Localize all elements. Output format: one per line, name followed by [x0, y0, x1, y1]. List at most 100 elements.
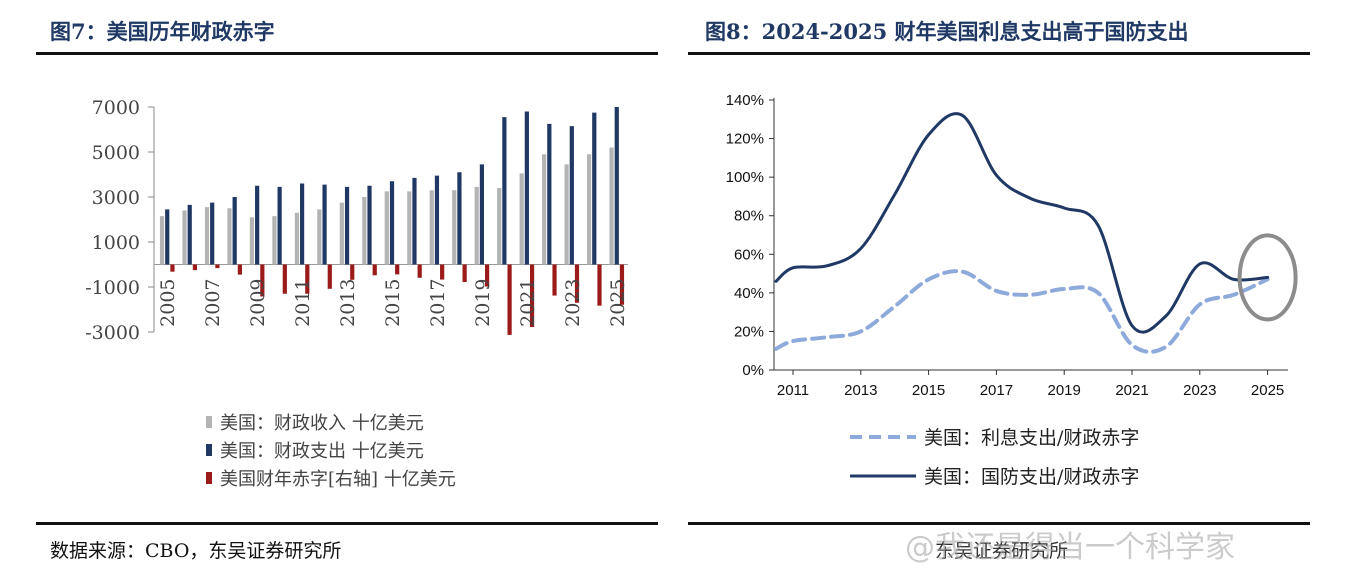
line-x-tick-label: 2021: [1115, 382, 1148, 399]
bar-x-tick-label: 2009: [247, 279, 269, 327]
spending-bar: [457, 172, 462, 265]
deficit-bar: [260, 264, 265, 297]
spending-bar: [210, 202, 215, 265]
bar-y-tick-label: 7000: [92, 97, 140, 119]
line-x-tick-label: 2013: [844, 382, 877, 399]
line-y-tick-label: 20%: [734, 323, 764, 340]
deficit-bar: [507, 264, 512, 335]
revenue-bar: [474, 186, 479, 265]
bar-legend-label: 美国财年赤字[右轴] 十亿美元: [220, 469, 456, 490]
bar-y-tick-label: 3000: [92, 187, 140, 209]
revenue-bar: [294, 212, 299, 265]
line-y-tick-label: 0%: [742, 362, 764, 379]
spending-bar: [524, 111, 529, 265]
revenue-bar: [227, 208, 232, 265]
line-y-tick-label: 60%: [734, 246, 764, 263]
deficit-bar: [552, 264, 557, 296]
bar-x-tick-label: 2019: [472, 279, 494, 327]
spending-bar: [412, 177, 417, 265]
bar-y-tick-label: 5000: [92, 142, 140, 164]
bar-x-tick-label: 2007: [202, 279, 224, 327]
deficit-bar: [417, 264, 422, 278]
deficit-bar: [619, 264, 625, 305]
line-x-tick-label: 2019: [1048, 382, 1081, 399]
line-y-tick-label: 100%: [726, 169, 764, 186]
bar-legend-swatch: [206, 444, 212, 456]
revenue-bar: [272, 216, 277, 265]
right-source-note: 东吴证券研究所: [935, 540, 1069, 562]
line-x-tick-label: 2011: [777, 382, 809, 399]
bar-legend-label: 美国：财政收入 十亿美元: [220, 413, 424, 434]
line-x-tick-label: 2025: [1251, 382, 1284, 399]
line-chart: 0% 20% 40% 60% 80% 100% 120% 140% 2011 2013 2015 20…: [726, 92, 1298, 488]
spending-bar: [389, 181, 395, 265]
deficit-bar: [574, 264, 580, 303]
bar-y-tick-label: -3000: [85, 322, 140, 344]
line-x-tick-label: 2023: [1183, 382, 1216, 399]
spending-bar: [569, 126, 574, 265]
line-legend-label: 美国：利息支出/财政赤字: [924, 427, 1139, 449]
revenue-bar: [497, 188, 502, 265]
highlight-ellipse: [1237, 233, 1298, 322]
right-bottom-rule: [688, 522, 1310, 525]
bar-y-tick-label: 1000: [92, 232, 140, 254]
bar-x-tick-label: 2011: [292, 279, 314, 327]
spending-bar: [187, 204, 192, 265]
spending-bar: [344, 186, 350, 265]
deficit-bar: [372, 264, 377, 276]
deficit-bar: [529, 264, 535, 328]
revenue-bar: [519, 173, 524, 265]
revenue-bar: [384, 191, 389, 265]
line-y-tick-label: 40%: [734, 285, 764, 302]
revenue-bar: [159, 216, 165, 265]
deficit-bar: [440, 264, 445, 280]
deficit-bar: [305, 264, 310, 294]
line-x-tick-label: 2015: [912, 382, 945, 399]
bar-x-tick-label: 2025: [607, 279, 629, 327]
right-figure-title: 图8：2024-2025 财年美国利息支出高于国防支出: [705, 19, 1189, 44]
deficit-bar: [282, 264, 287, 294]
spending-bar: [299, 183, 305, 265]
deficit-bar: [192, 264, 198, 271]
spending-bar: [614, 107, 619, 265]
revenue-bar: [429, 190, 434, 265]
spending-bar: [547, 123, 552, 265]
interest-line: [774, 269, 1270, 354]
revenue-bar: [339, 202, 344, 265]
deficit-bar: [215, 264, 220, 269]
bar-x-tick-label: 2021: [517, 279, 539, 327]
spending-bar: [277, 186, 282, 265]
spending-bar: [322, 184, 327, 265]
revenue-bar: [249, 217, 255, 265]
revenue-bar: [182, 210, 187, 265]
revenue-bar: [542, 154, 547, 265]
deficit-bar: [485, 264, 490, 287]
line-legend-label: 美国：国防支出/财政赤字: [924, 466, 1139, 488]
revenue-bar: [204, 207, 210, 265]
bar-x-tick-label: 2013: [337, 279, 359, 327]
line-y-tick-label: 120%: [726, 131, 764, 148]
left-top-rule: [36, 52, 658, 55]
revenue-bar: [609, 147, 614, 265]
revenue-bar: [586, 154, 592, 265]
bar-y-tick-label: -1000: [85, 277, 140, 299]
spending-bar: [502, 117, 507, 265]
spending-bar: [367, 185, 372, 265]
left-figure-title: 图7：美国历年财政赤字: [50, 19, 275, 44]
deficit-bar: [350, 264, 355, 280]
line-y-tick-label: 140%: [726, 92, 764, 109]
bar-x-tick-label: 2005: [157, 279, 179, 327]
right-top-rule: [688, 52, 1310, 55]
deficit-bar: [170, 264, 175, 272]
bar-x-tick-label: 2023: [562, 279, 584, 327]
spending-bar: [434, 175, 440, 265]
spending-bar: [479, 164, 485, 265]
spending-bar: [592, 112, 597, 265]
bar-x-tick-label: 2017: [427, 279, 449, 327]
revenue-bar: [362, 197, 367, 265]
line-x-tick-label: 2017: [980, 382, 1013, 399]
line-y-tick-label: 80%: [734, 208, 764, 225]
revenue-bar: [452, 190, 457, 265]
deficit-bar: [462, 264, 467, 283]
left-source-note: 数据来源：CBO，东吴证券研究所: [50, 540, 342, 562]
